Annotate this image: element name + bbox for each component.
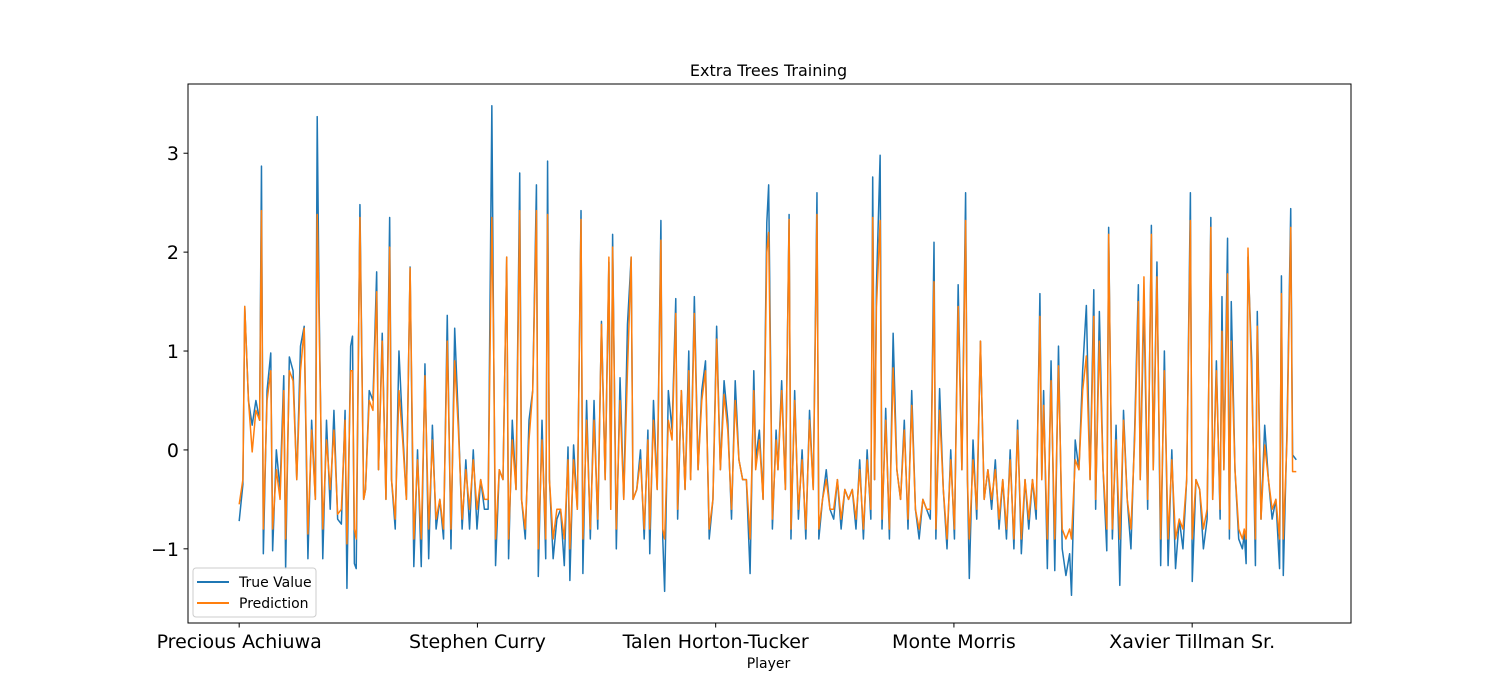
x-tick-label: Precious Achiuwa [157, 631, 322, 653]
series-layer [238, 105, 1297, 597]
y-tick-label: 2 [167, 242, 179, 264]
legend: True Value Prediction [192, 567, 317, 618]
x-tick-label: Stephen Curry [409, 631, 546, 653]
y-tick-label: 0 [167, 440, 179, 462]
chart-title: Extra Trees Training [690, 61, 847, 80]
plot-frame [187, 83, 1352, 624]
y-tick-label: 1 [167, 341, 179, 363]
legend-label: True Value [238, 575, 312, 591]
legend-box [192, 567, 317, 618]
x-axis-label: Player [747, 656, 791, 672]
y-tick-label: 3 [167, 143, 179, 165]
y-tick-label: −1 [151, 539, 179, 561]
x-tick-label: Xavier Tillman Sr. [1109, 631, 1275, 653]
x-axis: Precious Achiuwa Stephen Curry Talen Horto… [157, 623, 1275, 653]
legend-label: Prediction [239, 596, 309, 612]
x-tick-label: Talen Horton-Tucker [622, 631, 809, 653]
x-tick-label: Monte Morris [892, 631, 1016, 653]
y-axis: −1 0 1 2 3 [151, 143, 188, 561]
series-line-prediction [238, 209, 1297, 550]
